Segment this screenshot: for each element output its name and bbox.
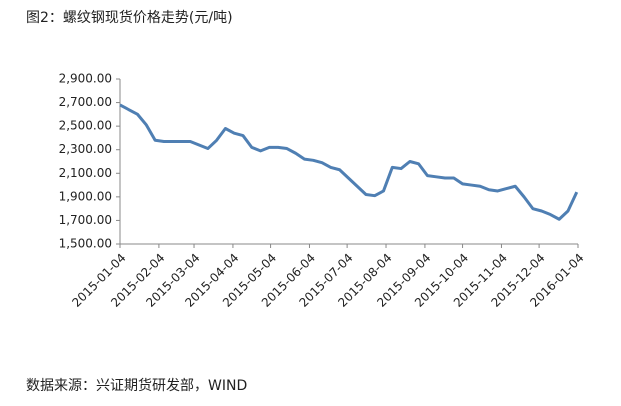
y-tick-label: 1,500.00 xyxy=(59,237,112,251)
y-tick-label: 2,900.00 xyxy=(59,72,112,86)
chart-title: 图2：螺纹钢现货价格走势(元/吨) xyxy=(26,9,233,26)
y-tick-label: 2,500.00 xyxy=(59,119,112,133)
y-tick-label: 1,900.00 xyxy=(59,189,112,203)
y-tick-label: 2,700.00 xyxy=(59,95,112,109)
y-tick-label: 2,100.00 xyxy=(59,166,112,180)
price-line xyxy=(119,103,579,221)
y-tick-label: 1,700.00 xyxy=(59,213,112,227)
source-note: 数据来源：兴证期货研发部，WIND xyxy=(26,377,247,394)
y-tick-label: 2,300.00 xyxy=(59,142,112,156)
